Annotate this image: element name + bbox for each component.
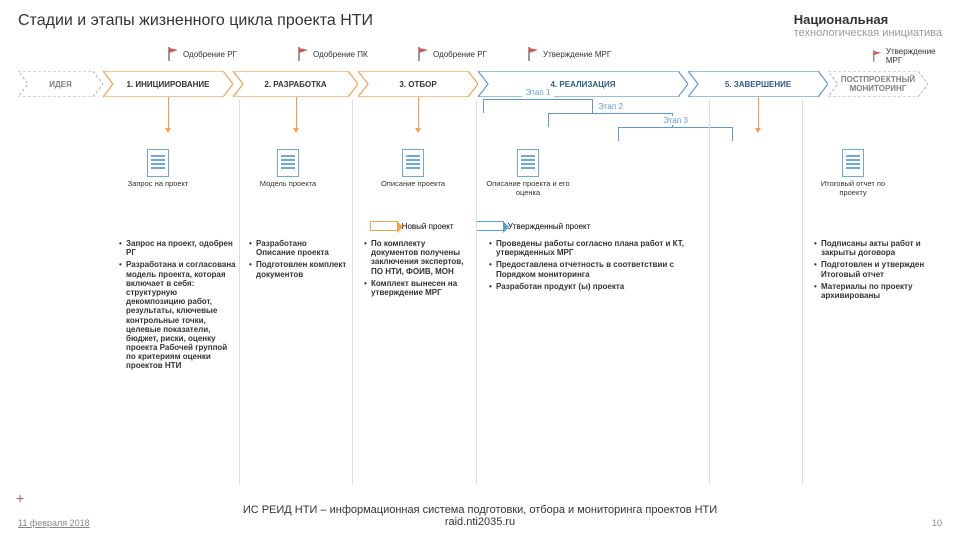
stage-chevron: 4. РЕАЛИЗАЦИЯ xyxy=(478,71,688,97)
stages-row: ИДЕЯ1. ИНИЦИИРОВАНИЕ2. РАЗРАБОТКА3. ОТБО… xyxy=(18,69,942,99)
document-item: Описание проекта xyxy=(368,149,458,188)
document-icon xyxy=(402,149,424,177)
bullet-item: Комплект вынесен на утверждение МРГ xyxy=(364,279,472,297)
bullet-item: Разработана и согласована модель проекта… xyxy=(119,260,237,370)
slide-title: Стадии и этапы жизненного цикла проекта … xyxy=(18,12,373,30)
approval-flag: Утверждение МРГ xyxy=(528,47,611,61)
bullet-column: Разработано Описание проекта Подготовлен … xyxy=(243,239,353,282)
bullet-item: Подписаны акты работ и закрыты договора xyxy=(814,239,932,257)
footer-text: ИС РЕИД НТИ – информационная система под… xyxy=(18,504,942,516)
stage-chevron: ПОСТПРОЕКТНЫЙ МОНИТОРИНГ xyxy=(828,71,928,97)
approval-flag: Одобрение РГ xyxy=(418,47,487,61)
brand-line1: Национальная xyxy=(794,12,942,27)
legend-approved: #lg-appr::after{border-left-color:#5b9bd… xyxy=(476,221,590,231)
bullet-item: Разработано Описание проекта xyxy=(249,239,347,257)
approval-flag: Одобрение РГ xyxy=(168,47,237,61)
brand-line2: технологическая инициатива xyxy=(794,27,942,39)
bullet-item: Разработан продукт (ы) проекта xyxy=(489,282,697,291)
etap-bracket: Этап 2 xyxy=(548,113,673,127)
documents-row: Запрос на проект Модель проекта Описание п… xyxy=(18,149,942,219)
stage-chevron: 5. ЗАВЕРШЕНИЕ xyxy=(688,71,828,97)
bullet-column: Подписаны акты работ и закрыты договора П… xyxy=(808,239,938,303)
page-number: 10 xyxy=(932,518,942,528)
etap-brackets: Этап 1Этап 2Этап 3 xyxy=(18,99,942,139)
footer-url: raid.nti2035.ru xyxy=(18,516,942,528)
bullet-column: Запрос на проект, одобрен РГ Разработана … xyxy=(113,239,243,374)
bullet-column: По комплекту документов получены заключе… xyxy=(358,239,478,300)
document-item: Итоговый отчет по проекту xyxy=(808,149,898,197)
bullet-item: Подготовлен и утвержден Итоговый отчет xyxy=(814,260,932,278)
etap-bracket: Этап 1 xyxy=(483,99,593,113)
stage-chevron: 1. ИНИЦИИРОВАНИЕ xyxy=(103,71,233,97)
approval-flag: Одобрение ПК xyxy=(298,47,368,61)
bullet-item: По комплекту документов получены заключе… xyxy=(364,239,472,276)
column-separator xyxy=(239,100,240,485)
document-icon xyxy=(517,149,539,177)
approval-flag: Утверждение МРГ xyxy=(873,47,942,65)
stage-chevron: 2. РАЗРАБОТКА xyxy=(233,71,358,97)
document-icon xyxy=(277,149,299,177)
footer-date: 11 февраля 2018 xyxy=(18,518,90,528)
legend-new: #lg-new::after{border-left-color:#f7a04b… xyxy=(370,221,454,231)
etap-bracket: Этап 3 xyxy=(618,127,733,141)
legend: #lg-new::after{border-left-color:#f7a04b… xyxy=(18,221,942,233)
bullet-item: Предоставлена отчетность в соответствии … xyxy=(489,260,697,278)
approval-flags-row: Одобрение РГ Одобрение ПК Одобрение РГ Утве… xyxy=(18,47,942,69)
document-icon xyxy=(842,149,864,177)
column-separator xyxy=(802,100,803,485)
bullet-columns: Запрос на проект, одобрен РГ Разработана … xyxy=(18,239,942,449)
document-item: Запрос на проект xyxy=(113,149,203,188)
document-item: Модель проекта xyxy=(243,149,333,188)
legend-new-label: Новый проект xyxy=(402,222,454,231)
document-item: Описание проекта и его оценка xyxy=(483,149,573,197)
plus-icon: + xyxy=(16,490,24,506)
footer: + ИС РЕИД НТИ – информационная система п… xyxy=(18,504,942,528)
legend-approved-label: Утвержденный проект xyxy=(508,222,590,231)
bullet-item: Материалы по проекту архивированы xyxy=(814,282,932,300)
column-separator xyxy=(352,100,353,485)
stage-chevron: 3. ОТБОР xyxy=(358,71,478,97)
column-separator xyxy=(476,100,477,485)
bullet-item: Запрос на проект, одобрен РГ xyxy=(119,239,237,257)
bullet-item: Проведены работы согласно плана работ и … xyxy=(489,239,697,257)
column-separator xyxy=(709,100,710,485)
brand: Национальная технологическая инициатива xyxy=(794,12,942,39)
bullet-column: Проведены работы согласно плана работ и … xyxy=(483,239,703,294)
stage-chevron: ИДЕЯ xyxy=(18,71,103,97)
document-icon xyxy=(147,149,169,177)
bullet-item: Подготовлен комплект документов xyxy=(249,260,347,278)
